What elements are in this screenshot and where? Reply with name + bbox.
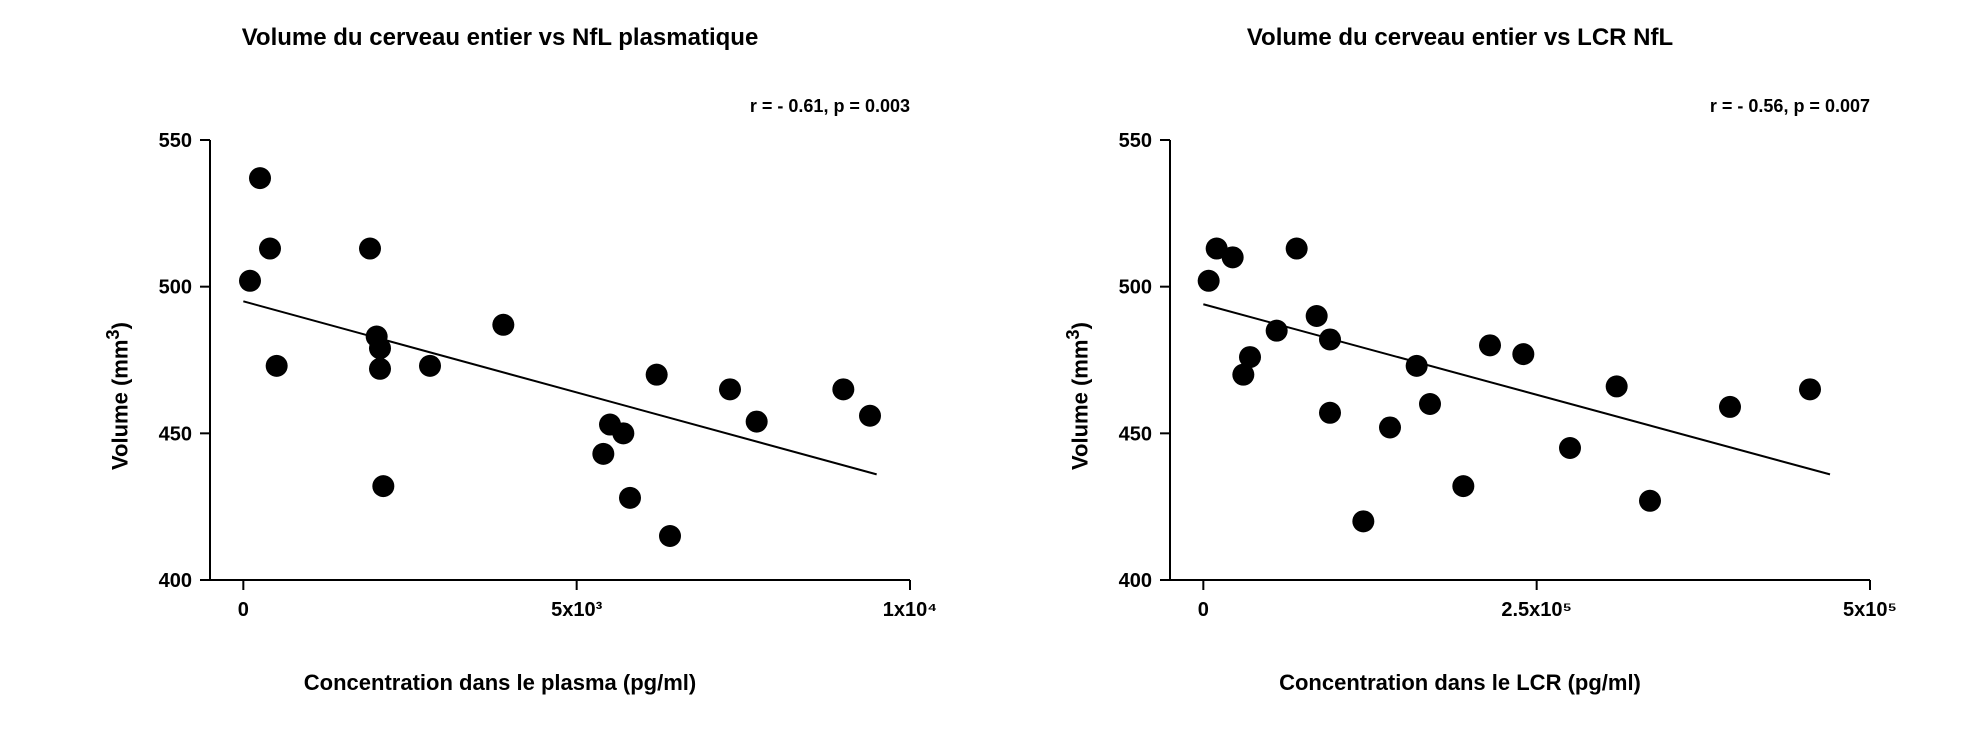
svg-text:400: 400 xyxy=(1119,570,1152,592)
svg-text:0: 0 xyxy=(1198,599,1209,621)
data-point xyxy=(369,358,391,380)
data-point xyxy=(619,487,641,509)
data-point xyxy=(1512,343,1534,365)
data-point xyxy=(249,167,271,189)
svg-text:500: 500 xyxy=(1119,277,1152,299)
data-point xyxy=(492,314,514,336)
data-point xyxy=(859,405,881,427)
data-point xyxy=(746,411,768,433)
data-point xyxy=(1286,238,1308,260)
data-point xyxy=(646,364,668,386)
data-point xyxy=(259,238,281,260)
ylabel-sup: 3 xyxy=(1062,329,1083,339)
data-point xyxy=(1799,378,1821,400)
data-point xyxy=(419,355,441,377)
svg-text:550: 550 xyxy=(1119,130,1152,152)
data-point xyxy=(1319,402,1341,424)
ylabel-text: Volume (mm xyxy=(107,340,132,470)
data-point xyxy=(1319,328,1341,350)
data-point xyxy=(1352,510,1374,532)
data-point xyxy=(1606,375,1628,397)
data-point xyxy=(659,525,681,547)
data-point xyxy=(1379,416,1401,438)
ylabel-sup: 3 xyxy=(102,329,123,339)
data-point xyxy=(1452,475,1474,497)
data-point xyxy=(612,422,634,444)
data-point xyxy=(1306,305,1328,327)
data-point xyxy=(359,238,381,260)
svg-text:450: 450 xyxy=(159,423,192,445)
data-point xyxy=(1559,437,1581,459)
svg-text:2.5x10⁵: 2.5x10⁵ xyxy=(1501,599,1572,621)
left-chart-svg: 400 450 500 550 0 5x10³ 1x10⁴ xyxy=(40,0,960,640)
data-point xyxy=(1222,246,1244,268)
data-point xyxy=(832,378,854,400)
svg-text:0: 0 xyxy=(238,599,249,621)
data-point xyxy=(592,443,614,465)
ylabel-text: Volume (mm xyxy=(1067,340,1092,470)
data-point xyxy=(266,355,288,377)
ylabel-close: ) xyxy=(107,322,132,329)
data-point xyxy=(369,337,391,359)
right-y-axis-label: Volume (mm3) xyxy=(1062,322,1093,470)
right-x-axis-label: Concentration dans le LCR (pg/ml) xyxy=(1000,670,1920,696)
figure-container: Volume du cerveau entier vs NfL plasmati… xyxy=(0,0,1968,750)
svg-text:5x10³: 5x10³ xyxy=(551,599,602,621)
left-x-axis-label: Concentration dans le plasma (pg/ml) xyxy=(40,670,960,696)
data-point xyxy=(239,270,261,292)
svg-text:5x10⁵: 5x10⁵ xyxy=(1843,599,1897,621)
data-point xyxy=(1719,396,1741,418)
svg-text:400: 400 xyxy=(159,570,192,592)
data-point xyxy=(1419,393,1441,415)
right-chart-svg: 400 450 500 550 0 2.5x10⁵ 5x10⁵ xyxy=(1000,0,1920,640)
data-point xyxy=(1198,270,1220,292)
data-point xyxy=(719,378,741,400)
left-y-axis-label: Volume (mm3) xyxy=(102,322,133,470)
data-point xyxy=(1239,346,1261,368)
svg-text:1x10⁴: 1x10⁴ xyxy=(883,599,937,621)
ylabel-close: ) xyxy=(1067,322,1092,329)
data-point xyxy=(372,475,394,497)
svg-text:450: 450 xyxy=(1119,423,1152,445)
data-point xyxy=(1406,355,1428,377)
data-point xyxy=(1639,490,1661,512)
data-point xyxy=(1266,320,1288,342)
svg-text:500: 500 xyxy=(159,277,192,299)
svg-text:550: 550 xyxy=(159,130,192,152)
right-chart-panel: Volume du cerveau entier vs LCR NfL r = … xyxy=(1000,0,1920,750)
data-point xyxy=(1479,334,1501,356)
left-chart-panel: Volume du cerveau entier vs NfL plasmati… xyxy=(40,0,960,750)
